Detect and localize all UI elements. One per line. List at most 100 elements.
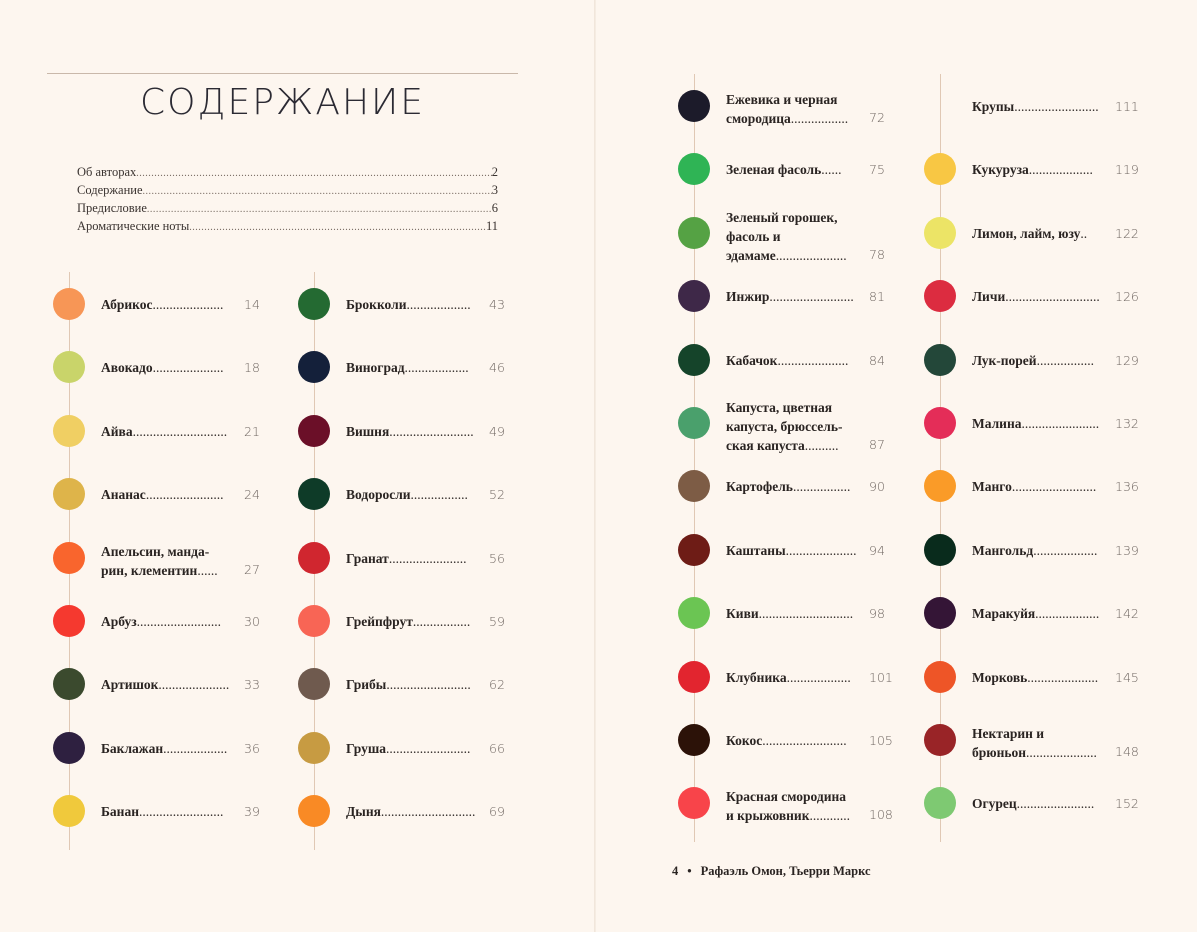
entry-page: 18: [244, 359, 260, 375]
leader-dots: .....................: [152, 359, 224, 375]
toc-entry[interactable]: Картофель................. 90: [678, 464, 918, 508]
entry-name: Абрикос.....................: [101, 296, 224, 312]
entry-page: 145: [1115, 669, 1139, 685]
leader-dots: ...................: [1035, 605, 1100, 621]
color-dot: [678, 787, 710, 819]
toc-entry[interactable]: Дыня............................ 69: [298, 789, 538, 833]
toc-entry[interactable]: Морковь..................... 145: [924, 655, 1164, 699]
entry-page: 122: [1115, 225, 1139, 241]
color-dot: [53, 288, 85, 320]
front-matter-item[interactable]: Об авторах 2: [77, 164, 498, 182]
front-matter-item[interactable]: Предисловие 6: [77, 200, 498, 218]
entry-name: Крупы.........................: [972, 98, 1099, 114]
toc-entry[interactable]: Арбуз......................... 30: [53, 599, 293, 643]
color-dot: [298, 795, 330, 827]
toc-entry[interactable]: Грейпфрут................. 59: [298, 599, 538, 643]
toc-entry[interactable]: Капуста, цветная капуста, брюссель-ская к…: [678, 392, 918, 455]
entry-page: 66: [489, 740, 505, 756]
front-matter-item[interactable]: Ароматические ноты 11: [77, 218, 498, 236]
front-matter-page: 2: [491, 165, 498, 179]
timeline-line: [940, 74, 941, 842]
toc-entry[interactable]: Каштаны..................... 94: [678, 528, 918, 572]
toc-entry[interactable]: Кукуруза................... 119: [924, 147, 1164, 191]
toc-entry[interactable]: Авокадо..................... 18: [53, 345, 293, 389]
toc-entry[interactable]: Лимон, лайм, юзу.. 122: [924, 211, 1164, 255]
toc-entry[interactable]: Артишок..................... 33: [53, 662, 293, 706]
toc-entry[interactable]: Абрикос..................... 14: [53, 282, 293, 326]
toc-entry[interactable]: Апельсин, манда-рин, клементин...... 27: [53, 536, 293, 580]
entry-page: 98: [869, 605, 885, 621]
leader-dots: .........................: [769, 288, 854, 304]
toc-entry[interactable]: Нектарин и брюньон..................... 14…: [924, 718, 1164, 762]
color-dot: [924, 534, 956, 566]
entry-page: 27: [244, 562, 260, 577]
toc-entry[interactable]: Личи............................ 126: [924, 274, 1164, 318]
entry-name: Авокадо.....................: [101, 359, 224, 375]
toc-entry[interactable]: Баклажан................... 36: [53, 726, 293, 770]
toc-entry[interactable]: Манго......................... 136: [924, 464, 1164, 508]
toc-entry[interactable]: Мангольд................... 139: [924, 528, 1164, 572]
toc-entry[interactable]: Зеленая фасоль...... 75: [678, 147, 918, 191]
leader-dots: .................: [792, 478, 851, 494]
leader-dots: .................: [790, 111, 849, 126]
toc-entry[interactable]: Водоросли................. 52: [298, 472, 538, 516]
entry-name: Кукуруза...................: [972, 161, 1093, 177]
entry-name: Лук-порей.................: [972, 352, 1094, 368]
toc-entry[interactable]: Кокос......................... 105: [678, 718, 918, 762]
page-number: 4: [672, 864, 679, 878]
toc-entry[interactable]: Ежевика и черная смородица...............…: [678, 84, 918, 128]
leader-dots: ............................: [380, 803, 476, 819]
front-matter-label: Содержание: [77, 183, 143, 197]
entry-name: Грейпфрут.................: [346, 613, 471, 629]
entry-name: Красная смородина и крыжовник............: [726, 789, 850, 823]
leader-dots: .........................: [138, 803, 224, 819]
toc-entry[interactable]: Виноград................... 46: [298, 345, 538, 389]
leader-dots: [189, 219, 486, 236]
entry-page: 59: [489, 613, 505, 629]
entry-name: Ананас.......................: [101, 486, 224, 502]
leader-dots: ...................: [404, 359, 469, 375]
color-dot: [924, 661, 956, 693]
entry-page: 129: [1115, 352, 1139, 368]
toc-entry[interactable]: Брокколи................... 43: [298, 282, 538, 326]
toc-entry[interactable]: Грибы......................... 62: [298, 662, 538, 706]
front-matter-item[interactable]: Содержание 3: [77, 182, 498, 200]
entry-name: Брокколи...................: [346, 296, 471, 312]
color-dot: [678, 597, 710, 629]
toc-entry[interactable]: Красная смородина и крыжовник............…: [678, 781, 918, 825]
entry-page: 152: [1115, 795, 1139, 811]
leader-dots: .........................: [762, 732, 847, 748]
leader-dots: .......................: [1021, 415, 1100, 431]
toc-entry[interactable]: Малина....................... 132: [924, 401, 1164, 445]
color-dot: [53, 478, 85, 510]
toc-entry[interactable]: Банан......................... 39: [53, 789, 293, 833]
entry-name: Банан.........................: [101, 803, 224, 819]
entry-name: Вишня.........................: [346, 423, 474, 439]
toc-entry[interactable]: Огурец....................... 152: [924, 781, 1164, 825]
entry-page: 139: [1115, 542, 1139, 558]
entry-page: 148: [1115, 744, 1139, 759]
entry-name: Капуста, цветная капуста, брюссель-ская к…: [726, 399, 843, 453]
toc-entry[interactable]: Зеленый горошек, фасоль и эдамаме.........…: [678, 202, 918, 265]
toc-entry[interactable]: Киви............................ 98: [678, 591, 918, 635]
color-dot: [678, 344, 710, 376]
toc-entry[interactable]: Гранат....................... 56: [298, 536, 538, 580]
toc-entry[interactable]: Маракуйя................... 142: [924, 591, 1164, 635]
toc-entry[interactable]: Крупы......................... 111: [924, 84, 1164, 128]
toc-entry[interactable]: Лук-порей................. 129: [924, 338, 1164, 382]
toc-entry[interactable]: Ананас....................... 24: [53, 472, 293, 516]
color-dot: [53, 605, 85, 637]
page-footer: 4 • Рафаэль Омон, Тьерри Маркс: [672, 864, 871, 879]
color-dot: [678, 724, 710, 756]
toc-entry[interactable]: Айва............................ 21: [53, 409, 293, 453]
toc-entry[interactable]: Груша......................... 66: [298, 726, 538, 770]
toc-entry[interactable]: Инжир......................... 81: [678, 274, 918, 318]
toc-entry[interactable]: Клубника................... 101: [678, 655, 918, 699]
entry-name: Личи............................: [972, 288, 1100, 304]
entry-name: Артишок.....................: [101, 676, 230, 692]
entry-page: 126: [1115, 288, 1139, 304]
entry-name: Дыня............................: [346, 803, 476, 819]
leader-dots: ............................: [132, 423, 228, 439]
toc-entry[interactable]: Вишня......................... 49: [298, 409, 538, 453]
toc-entry[interactable]: Кабачок..................... 84: [678, 338, 918, 382]
